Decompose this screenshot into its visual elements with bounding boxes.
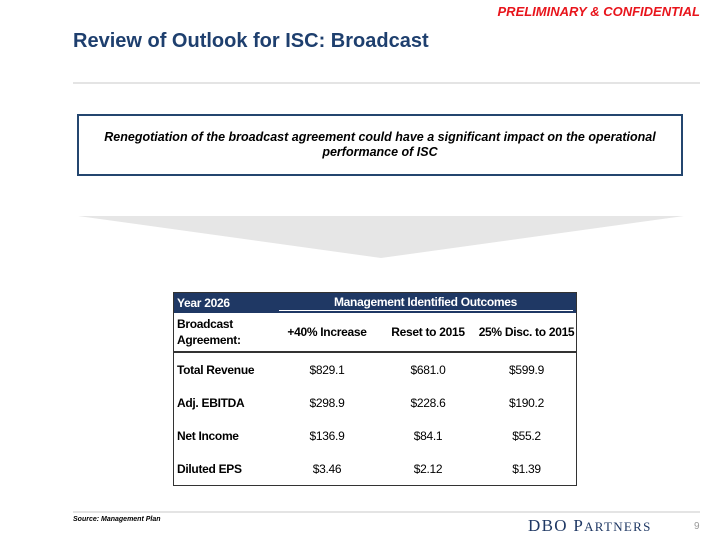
page-number: 9 (694, 521, 700, 532)
table-cell: $84.1 (413, 428, 443, 443)
table-row: Adj. EBITDA $298.9 $228.6 $190.2 (174, 386, 577, 419)
key-message-box: Renegotiation of the broadcast agreement… (77, 114, 683, 176)
table-cell: $190.2 (509, 395, 544, 410)
row-label: Total Revenue (177, 362, 255, 377)
column-header-row: Broadcast Agreement: +40% Increase Reset… (173, 313, 577, 353)
table-cell: $1.39 (512, 461, 541, 476)
column-header: Reset to 2015 (379, 313, 477, 353)
table-header-row: Year 2026 Management Identified Outcomes (173, 292, 577, 313)
table-row: Diluted EPS $3.46 $2.12 $1.39 (174, 452, 577, 486)
source-note: Source: Management Plan (73, 516, 161, 523)
table-cell: $298.9 (309, 395, 345, 410)
footer-divider (73, 511, 700, 513)
table-cell: $55.2 (512, 428, 541, 443)
table-cell: $599.9 (509, 362, 544, 377)
broadcast-agreement-header: Broadcast Agreement: (173, 313, 275, 353)
table-cell: $136.9 (309, 428, 345, 443)
outcomes-group-header: Management Identified Outcomes (275, 292, 577, 313)
year-header: Year 2026 (173, 292, 275, 313)
title-divider (73, 82, 700, 84)
row-label: Net Income (177, 428, 239, 443)
key-message-text: Renegotiation of the broadcast agreement… (104, 130, 656, 159)
row-label: Adj. EBITDA (177, 395, 245, 410)
row-label: Diluted EPS (177, 461, 242, 476)
table-cell: $2.12 (413, 461, 443, 476)
table-cell: $3.46 (312, 461, 342, 476)
page-title: Review of Outlook for ISC: Broadcast (73, 30, 429, 52)
confidential-label: PRELIMINARY & CONFIDENTIAL (497, 4, 700, 19)
down-arrow-shape (78, 216, 684, 258)
table-cell: $681.0 (410, 362, 446, 377)
table-row: Net Income $136.9 $84.1 $55.2 (174, 419, 577, 452)
company-logo: DBO PARTNERS (528, 516, 652, 535)
column-header: +40% Increase (275, 313, 379, 353)
column-header: 25% Disc. to 2015 (477, 313, 577, 353)
table-cell: $228.6 (410, 395, 446, 410)
table-cell: $829.1 (309, 362, 345, 377)
table-row: Total Revenue $829.1 $681.0 $599.9 (174, 352, 577, 386)
outcomes-table: Year 2026 Management Identified Outcomes… (173, 292, 577, 486)
